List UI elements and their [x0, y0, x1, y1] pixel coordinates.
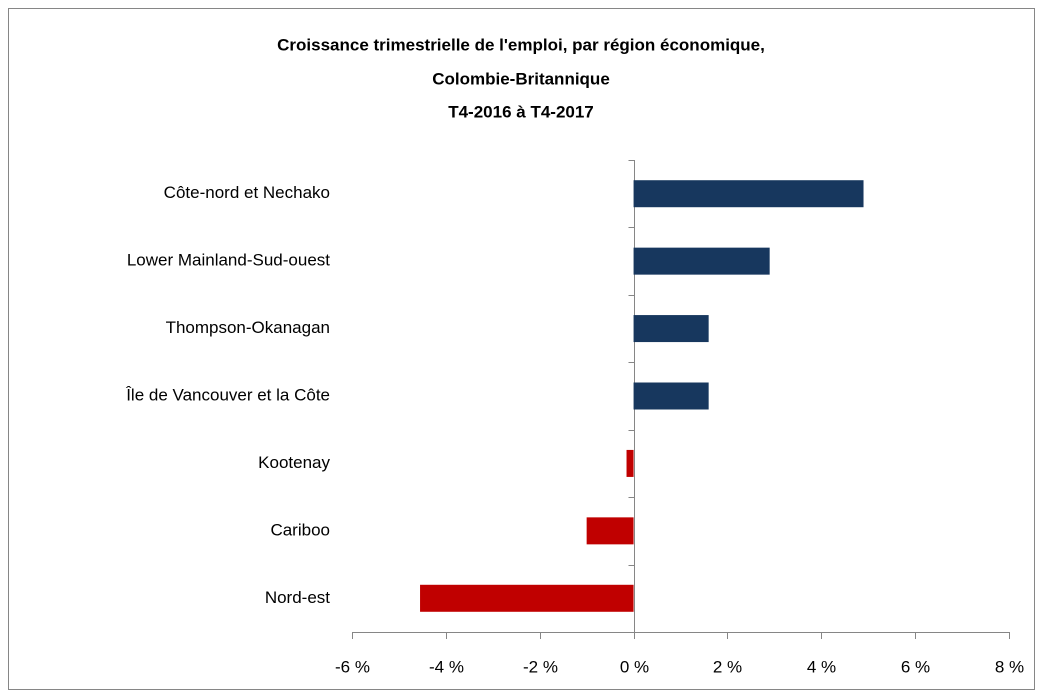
y-tick-label: Kootenay	[258, 453, 330, 472]
y-tick-label: Île de Vancouver et la Côte	[125, 385, 330, 404]
x-tick-label: -2 %	[523, 657, 558, 676]
y-tick-label: Côte-nord et Nechako	[164, 183, 330, 202]
y-tick-label: Lower Mainland-Sud-ouest	[127, 251, 330, 270]
x-tick-label: -4 %	[429, 657, 464, 676]
x-tick-label: 0 %	[620, 657, 649, 676]
bar	[420, 584, 634, 612]
x-tick-label: 4 %	[807, 657, 836, 676]
bar	[633, 382, 709, 410]
y-tick-label: Cariboo	[270, 520, 330, 539]
chart-title: Colombie-Britannique	[432, 69, 610, 88]
bar	[633, 247, 770, 275]
bar	[633, 180, 864, 208]
chart-title: T4-2016 à T4-2017	[448, 102, 594, 121]
x-tick-label: -6 %	[335, 657, 370, 676]
y-tick-label: Thompson-Okanagan	[166, 318, 330, 337]
x-tick-label: 2 %	[713, 657, 742, 676]
x-tick-label: 8 %	[995, 657, 1024, 676]
bar	[626, 449, 634, 477]
y-tick-label: Nord-est	[265, 588, 330, 607]
chart-title: Croissance trimestrielle de l'emploi, pa…	[277, 35, 765, 54]
bar	[586, 517, 634, 545]
chart-border	[8, 8, 1035, 690]
x-tick-label: 6 %	[901, 657, 930, 676]
bar	[633, 315, 709, 343]
